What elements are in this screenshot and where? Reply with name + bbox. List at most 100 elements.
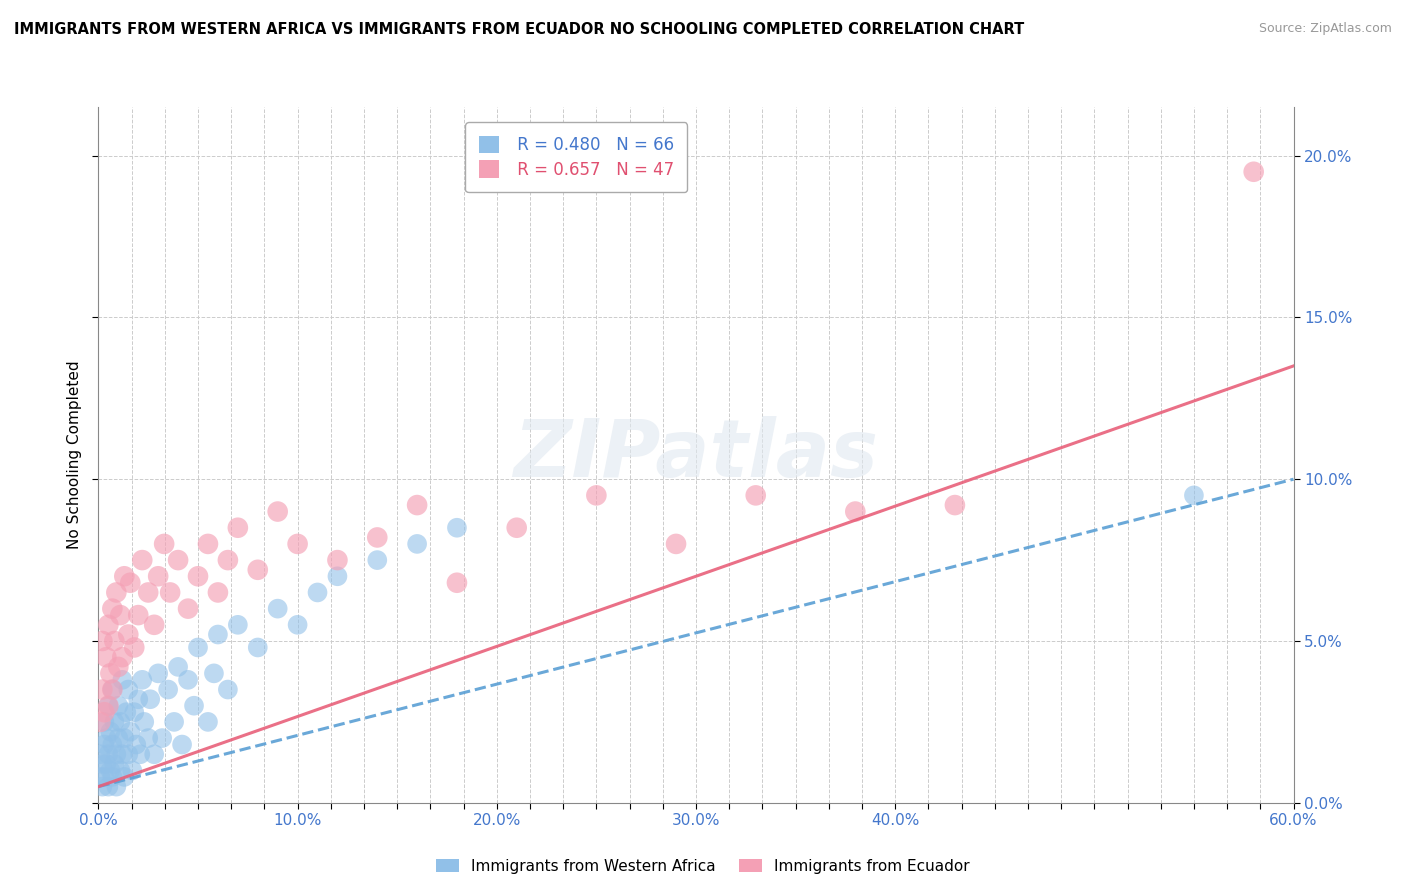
Point: [96, 756, 118, 771]
Point: [745, 488, 768, 502]
Point: [366, 531, 388, 545]
Point: [112, 569, 135, 583]
Point: [101, 770, 124, 784]
Point: [167, 553, 190, 567]
Point: [89, 770, 111, 784]
Point: [226, 617, 249, 632]
Point: [97, 780, 120, 794]
Point: [100, 724, 122, 739]
Point: [446, 575, 468, 590]
Point: [93, 714, 115, 729]
Point: [125, 738, 148, 752]
Point: [91, 756, 114, 771]
Point: [183, 698, 205, 713]
Point: [105, 585, 128, 599]
Point: [177, 601, 200, 615]
Point: [187, 640, 209, 655]
Point: [159, 585, 181, 599]
Point: [1243, 165, 1265, 179]
Point: [100, 764, 122, 778]
Point: [101, 738, 124, 752]
Point: [93, 770, 115, 784]
Point: [326, 569, 349, 583]
Point: [127, 692, 149, 706]
Point: [136, 731, 159, 745]
Point: [143, 747, 166, 762]
Point: [112, 731, 135, 745]
Point: [97, 617, 120, 632]
Point: [110, 764, 132, 778]
Legend:  R = 0.480   N = 66,  R = 0.657   N = 47: R = 0.480 N = 66, R = 0.657 N = 47: [465, 122, 688, 192]
Point: [167, 660, 190, 674]
Point: [665, 537, 688, 551]
Point: [91, 682, 114, 697]
Point: [585, 488, 607, 502]
Point: [89, 714, 111, 729]
Point: [101, 601, 124, 615]
Point: [111, 747, 134, 762]
Point: [117, 747, 139, 762]
Point: [134, 714, 156, 729]
Point: [97, 698, 120, 713]
Point: [267, 504, 290, 518]
Point: [103, 634, 125, 648]
Point: [91, 634, 114, 648]
Point: [366, 553, 388, 567]
Point: [117, 627, 139, 641]
Point: [111, 673, 134, 687]
Point: [96, 731, 118, 745]
Point: [107, 660, 129, 674]
Point: [153, 537, 176, 551]
Point: [131, 553, 153, 567]
Point: [177, 673, 200, 687]
Point: [406, 498, 429, 512]
Y-axis label: No Schooling Completed: No Schooling Completed: [66, 360, 82, 549]
Point: [110, 714, 132, 729]
Point: [91, 780, 114, 794]
Point: [148, 666, 170, 681]
Point: [157, 682, 180, 697]
Point: [129, 747, 152, 762]
Point: [287, 537, 309, 551]
Point: [124, 705, 146, 719]
Point: [217, 682, 239, 697]
Point: [197, 714, 219, 729]
Point: [117, 682, 139, 697]
Point: [150, 731, 173, 745]
Point: [267, 601, 290, 615]
Point: [172, 738, 194, 752]
Point: [93, 738, 115, 752]
Point: [226, 521, 249, 535]
Point: [1182, 488, 1205, 502]
Point: [111, 650, 134, 665]
Point: [406, 537, 429, 551]
Point: [112, 770, 135, 784]
Point: [187, 569, 209, 583]
Point: [207, 585, 229, 599]
Point: [131, 673, 153, 687]
Point: [103, 756, 125, 771]
Point: [246, 563, 269, 577]
Text: ZIPatlas: ZIPatlas: [513, 416, 879, 494]
Point: [326, 553, 349, 567]
Point: [506, 521, 529, 535]
Point: [110, 608, 132, 623]
Point: [107, 731, 129, 745]
Point: [217, 553, 239, 567]
Point: [202, 666, 225, 681]
Point: [143, 617, 166, 632]
Point: [115, 705, 138, 719]
Point: [97, 698, 120, 713]
Point: [96, 650, 118, 665]
Point: [103, 714, 125, 729]
Point: [139, 692, 162, 706]
Point: [446, 521, 468, 535]
Point: [197, 537, 219, 551]
Point: [101, 682, 124, 697]
Point: [163, 714, 186, 729]
Text: IMMIGRANTS FROM WESTERN AFRICA VS IMMIGRANTS FROM ECUADOR NO SCHOOLING COMPLETED: IMMIGRANTS FROM WESTERN AFRICA VS IMMIGR…: [14, 22, 1025, 37]
Point: [287, 617, 309, 632]
Point: [148, 569, 170, 583]
Point: [136, 585, 159, 599]
Point: [207, 627, 229, 641]
